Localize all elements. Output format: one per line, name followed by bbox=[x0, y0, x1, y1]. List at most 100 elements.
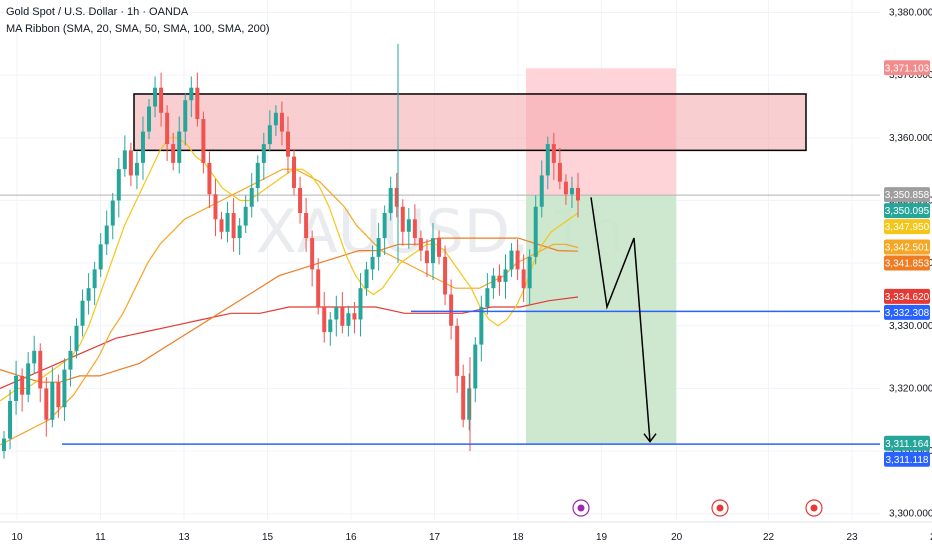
candle-body bbox=[430, 238, 435, 264]
candle-body bbox=[352, 313, 357, 320]
candle-body bbox=[134, 162, 139, 176]
candle-body bbox=[86, 288, 91, 301]
candle-body bbox=[503, 269, 508, 282]
indicator-legend: MA Ribbon (SMA, 20, SMA, 50, SMA, 100, S… bbox=[6, 23, 270, 35]
candle-body bbox=[497, 275, 502, 282]
price-label-box bbox=[884, 304, 930, 320]
candle-body bbox=[406, 219, 411, 232]
candle-body bbox=[38, 350, 43, 389]
candle-body bbox=[279, 112, 284, 132]
candle-body bbox=[358, 288, 363, 320]
candle-body bbox=[50, 382, 55, 420]
candle-body bbox=[400, 206, 405, 232]
candle-body bbox=[533, 206, 538, 257]
time-tick-label: 13 bbox=[178, 532, 190, 543]
candle-body bbox=[527, 256, 532, 289]
candle-body bbox=[98, 244, 103, 270]
candle-body bbox=[539, 175, 544, 207]
candle-body bbox=[394, 187, 399, 207]
candle-body bbox=[298, 187, 303, 214]
us-flag-icon-glyph bbox=[716, 504, 724, 512]
candle-body bbox=[515, 250, 520, 270]
time-tick-label: 23 bbox=[846, 532, 858, 543]
drawing-lines[interactable] bbox=[62, 197, 880, 445]
candle-body bbox=[231, 213, 236, 239]
symbol-title: Gold Spot / U.S. Dollar · 1h · OANDA bbox=[6, 6, 189, 18]
time-axis[interactable]: 10 11 13 15 16 17 18 19 20 22 23 24 bbox=[0, 521, 932, 550]
candle-body bbox=[461, 375, 466, 420]
candle-body bbox=[159, 87, 164, 113]
candle-body bbox=[285, 131, 290, 157]
candle-body bbox=[334, 306, 339, 320]
candle-body bbox=[267, 125, 272, 145]
candle-body bbox=[74, 325, 79, 351]
candle-body bbox=[44, 388, 49, 420]
candle-body bbox=[68, 350, 73, 370]
price-tick-label: 3,310.000 bbox=[889, 446, 932, 457]
candle-body bbox=[26, 363, 31, 395]
candles-layer bbox=[2, 43, 580, 459]
event-icons[interactable] bbox=[572, 499, 823, 517]
candle-body bbox=[346, 313, 351, 326]
candle-body bbox=[147, 106, 152, 132]
candle-body bbox=[473, 344, 478, 389]
candle-body bbox=[273, 112, 278, 126]
price-label-box bbox=[884, 435, 930, 451]
candle-body bbox=[304, 213, 309, 239]
price-label-text: 3,347.950 bbox=[885, 222, 930, 233]
candle-body bbox=[140, 131, 145, 163]
price-tick-label: 3,320.000 bbox=[889, 383, 932, 394]
price-label-text: 3,334.620 bbox=[885, 292, 930, 303]
candle-body bbox=[509, 250, 514, 270]
candle-body bbox=[418, 238, 423, 251]
candle-body bbox=[557, 162, 562, 182]
candle-body bbox=[382, 213, 387, 239]
candle-body bbox=[310, 238, 315, 270]
time-tick-label: 15 bbox=[262, 532, 274, 543]
arrow-head bbox=[643, 433, 657, 443]
price-label-box bbox=[884, 239, 930, 255]
price-axis-bg bbox=[880, 0, 932, 550]
candle-body bbox=[2, 438, 6, 452]
candle-body bbox=[92, 269, 97, 289]
sma100-line bbox=[0, 237, 579, 383]
candle-body bbox=[56, 382, 61, 408]
candle-body bbox=[32, 350, 37, 364]
candle-body bbox=[569, 187, 574, 195]
price-tick-label: 3,380.000 bbox=[889, 8, 932, 19]
candle-body bbox=[243, 206, 248, 226]
time-tick-label: 20 bbox=[671, 532, 683, 543]
time-tick-label: 22 bbox=[763, 532, 775, 543]
price-tick-label: 3,330.000 bbox=[889, 321, 932, 332]
candle-body bbox=[364, 269, 369, 289]
candle-body bbox=[485, 288, 490, 307]
candle-body bbox=[14, 375, 19, 401]
candle-body bbox=[340, 306, 345, 326]
time-tick-label: 24 bbox=[930, 532, 932, 543]
time-tick-label: 16 bbox=[345, 532, 357, 543]
price-tick-label: 3,360.000 bbox=[889, 133, 932, 144]
candle-body bbox=[8, 400, 13, 439]
candle-body bbox=[171, 144, 176, 163]
candle-body bbox=[449, 294, 454, 326]
candle-body bbox=[80, 300, 85, 326]
candle-body bbox=[455, 325, 460, 376]
candle-body bbox=[261, 144, 266, 163]
price-label-box bbox=[884, 187, 930, 203]
drawing-zones[interactable] bbox=[0, 68, 880, 444]
candle-body bbox=[122, 150, 127, 170]
candle-body bbox=[219, 219, 224, 232]
price-label-box bbox=[884, 203, 930, 219]
candle-body bbox=[424, 250, 429, 264]
candle-body bbox=[213, 194, 218, 220]
grid-layer bbox=[0, 0, 880, 520]
candle-body bbox=[128, 150, 133, 176]
candle-body bbox=[376, 238, 381, 257]
candle-body bbox=[563, 181, 568, 195]
time-tick-label: 19 bbox=[596, 532, 608, 543]
price-axis[interactable]: 3,300.000 3,310.000 3,320.000 3,330.000 3,34… bbox=[880, 0, 932, 550]
projection-arrow bbox=[590, 197, 651, 442]
price-label-text: 3,311.164 bbox=[885, 439, 929, 450]
candle-body bbox=[292, 156, 297, 188]
